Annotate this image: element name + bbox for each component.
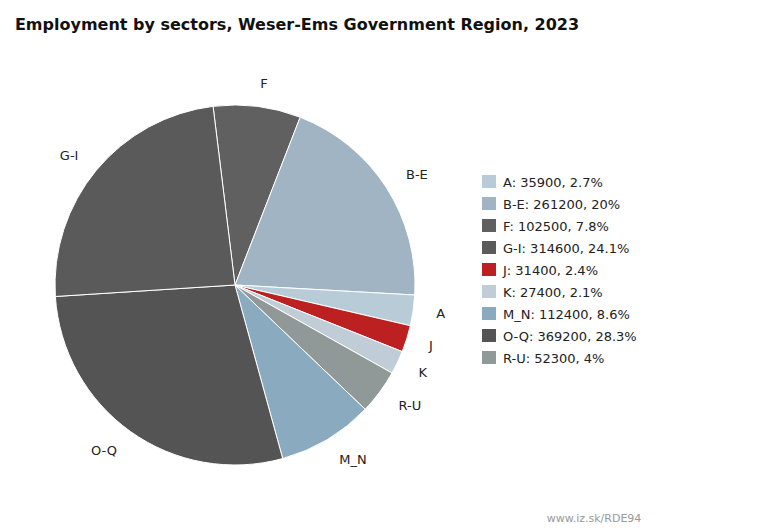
slice-label: M_N: [339, 452, 366, 467]
legend-swatch: [482, 219, 496, 232]
legend-swatch: [482, 285, 496, 298]
legend-swatch: [482, 329, 496, 342]
slice-label: B-E: [406, 167, 428, 182]
legend-label: B-E: 261200, 20%: [503, 197, 620, 212]
legend-label: M_N: 112400, 8.6%: [503, 307, 630, 322]
legend-swatch: [482, 175, 496, 188]
legend-swatch: [482, 263, 496, 276]
legend-swatch: [482, 197, 496, 210]
legend-label: G-I: 314600, 24.1%: [503, 241, 629, 256]
watermark: www.iz.sk/RDE94: [547, 512, 642, 525]
legend-swatch: [482, 307, 496, 320]
legend-swatch: [482, 241, 496, 254]
slice-label: A: [436, 306, 445, 321]
pie-slice: [55, 106, 235, 296]
background: [0, 0, 782, 532]
slice-label: O-Q: [91, 443, 117, 458]
pie: [55, 105, 415, 465]
slice-label: J: [428, 338, 433, 353]
slice-label: K: [419, 365, 428, 380]
legend-label: O-Q: 369200, 28.3%: [503, 329, 637, 344]
slice-label: G-I: [60, 148, 79, 163]
legend-label: R-U: 52300, 4%: [503, 351, 604, 366]
pie-slice: [55, 285, 282, 465]
slice-label: R-U: [399, 398, 422, 413]
legend: A: 35900, 2.7% B-E: 261200, 20% F: 102500,…: [482, 175, 637, 366]
legend-label: K: 27400, 2.1%: [503, 285, 603, 300]
legend-label: A: 35900, 2.7%: [503, 175, 603, 190]
legend-label: J: 31400, 2.4%: [502, 263, 598, 278]
chart: Employment by sectors, Weser-Ems Governm…: [0, 0, 782, 532]
slice-labels: F B-E A JK R-U M_N O-Q G-I: [60, 76, 446, 467]
title: Employment by sectors, Weser-Ems Governm…: [15, 15, 579, 34]
slice-label: F: [260, 76, 267, 91]
legend-swatch: [482, 351, 496, 364]
pie-slice: [235, 117, 415, 295]
legend-label: F: 102500, 7.8%: [503, 219, 609, 234]
